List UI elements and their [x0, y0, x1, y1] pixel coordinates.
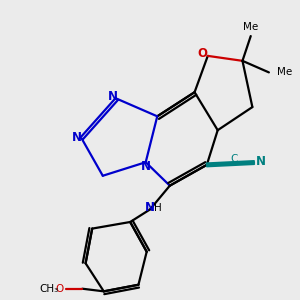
Text: CH₃: CH₃ — [40, 284, 59, 294]
Text: O: O — [197, 47, 207, 60]
Text: N: N — [144, 202, 154, 214]
Text: O: O — [55, 284, 63, 294]
Text: N: N — [141, 160, 151, 173]
Text: N: N — [72, 131, 82, 144]
Text: Me: Me — [242, 22, 258, 32]
Text: N: N — [256, 155, 266, 169]
Text: H: H — [154, 203, 162, 213]
Text: C: C — [231, 154, 238, 164]
Text: Me: Me — [277, 67, 292, 77]
Text: N: N — [108, 90, 118, 103]
